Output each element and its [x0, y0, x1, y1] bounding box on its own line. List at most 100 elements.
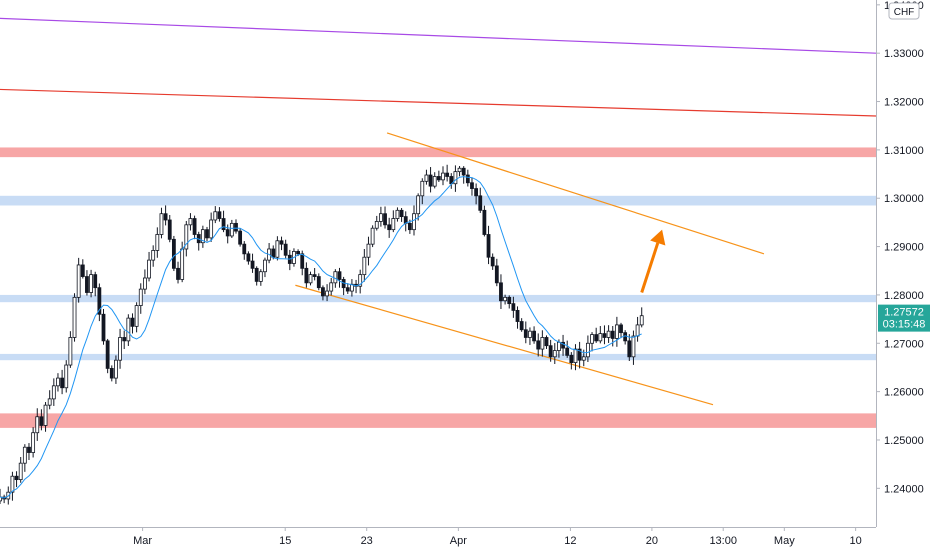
candle[interactable]	[10, 471, 15, 501]
candle[interactable]	[171, 235, 176, 272]
candle[interactable]	[143, 269, 147, 295]
candle[interactable]	[511, 296, 516, 318]
candle[interactable]	[544, 335, 549, 349]
candle[interactable]	[399, 208, 404, 222]
candle[interactable]	[532, 326, 536, 344]
candle[interactable]	[457, 166, 462, 177]
candle[interactable]	[523, 321, 528, 344]
candle[interactable]	[383, 206, 387, 229]
zone-resistance-1[interactable]	[0, 195, 876, 206]
candle[interactable]	[109, 365, 114, 382]
candle[interactable]	[80, 259, 85, 279]
candle[interactable]	[536, 333, 541, 357]
candle[interactable]	[329, 277, 334, 296]
candle[interactable]	[428, 167, 433, 193]
candle[interactable]	[619, 322, 623, 339]
candle[interactable]	[470, 177, 474, 196]
candle[interactable]	[43, 402, 48, 432]
candle[interactable]	[221, 210, 226, 233]
candle[interactable]	[101, 308, 106, 345]
candle[interactable]	[147, 251, 151, 282]
candle[interactable]	[573, 344, 578, 371]
candle[interactable]	[507, 295, 512, 309]
candle[interactable]	[370, 225, 375, 248]
candle[interactable]	[308, 271, 313, 286]
candle[interactable]	[200, 225, 205, 248]
candle[interactable]	[594, 327, 599, 343]
zone-resistance-0[interactable]	[0, 147, 876, 158]
candle[interactable]	[606, 325, 611, 343]
candle[interactable]	[445, 164, 450, 182]
candle[interactable]	[436, 170, 441, 183]
candle[interactable]	[151, 245, 156, 267]
candle[interactable]	[325, 284, 329, 302]
candle[interactable]	[540, 330, 545, 357]
candle[interactable]	[56, 373, 60, 392]
candle[interactable]	[490, 253, 495, 270]
candle[interactable]	[192, 215, 197, 240]
candle[interactable]	[283, 239, 288, 259]
candle[interactable]	[114, 355, 118, 384]
candle[interactable]	[465, 169, 470, 187]
candle[interactable]	[209, 212, 214, 242]
candle[interactable]	[528, 327, 532, 345]
candle[interactable]	[258, 269, 263, 286]
candle[interactable]	[159, 207, 164, 239]
candle[interactable]	[134, 302, 139, 333]
candle[interactable]	[85, 270, 89, 296]
candle[interactable]	[105, 338, 110, 374]
candle[interactable]	[72, 293, 77, 342]
candle[interactable]	[416, 193, 421, 221]
candle[interactable]	[76, 257, 81, 303]
candle[interactable]	[441, 166, 445, 186]
candle[interactable]	[350, 279, 354, 297]
candle[interactable]	[18, 457, 23, 483]
candle[interactable]	[424, 169, 429, 185]
candle[interactable]	[519, 318, 524, 332]
moving-average-line[interactable]	[0, 176, 642, 499]
zone-support-2[interactable]	[0, 294, 876, 303]
candle[interactable]	[97, 283, 102, 322]
candle[interactable]	[395, 207, 400, 222]
candle[interactable]	[548, 339, 553, 362]
candle[interactable]	[0, 488, 2, 504]
candle[interactable]	[64, 360, 69, 393]
trendline-1[interactable]	[0, 88, 877, 117]
candle[interactable]	[461, 166, 466, 184]
candle[interactable]	[126, 314, 131, 346]
candle[interactable]	[374, 215, 379, 231]
candle[interactable]	[337, 267, 342, 288]
candle[interactable]	[614, 316, 619, 347]
candle[interactable]	[188, 213, 193, 231]
zone-support-4[interactable]	[0, 413, 876, 428]
candle[interactable]	[494, 258, 499, 287]
candle[interactable]	[639, 307, 644, 328]
candle[interactable]	[565, 340, 570, 358]
candle[interactable]	[213, 206, 218, 224]
candle[interactable]	[482, 205, 487, 237]
candle[interactable]	[598, 326, 603, 344]
candle[interactable]	[27, 443, 31, 461]
candle[interactable]	[515, 306, 520, 329]
candle[interactable]	[569, 352, 574, 370]
candle[interactable]	[362, 248, 367, 282]
candle[interactable]	[47, 390, 52, 410]
candle[interactable]	[561, 334, 565, 356]
candle[interactable]	[631, 330, 636, 365]
candle[interactable]	[68, 331, 73, 368]
candle[interactable]	[22, 444, 27, 472]
candle[interactable]	[627, 334, 632, 361]
candle[interactable]	[312, 267, 317, 281]
candle[interactable]	[474, 183, 479, 205]
currency-badge[interactable]: CHF	[888, 2, 920, 20]
candle[interactable]	[602, 325, 607, 345]
zone-support-3[interactable]	[0, 353, 876, 361]
candle[interactable]	[585, 335, 590, 363]
candle[interactable]	[275, 236, 280, 261]
candle[interactable]	[391, 210, 396, 233]
candle[interactable]	[246, 251, 251, 265]
candle[interactable]	[304, 262, 309, 288]
candle[interactable]	[420, 178, 425, 205]
candle[interactable]	[499, 274, 503, 309]
candle[interactable]	[250, 253, 255, 273]
